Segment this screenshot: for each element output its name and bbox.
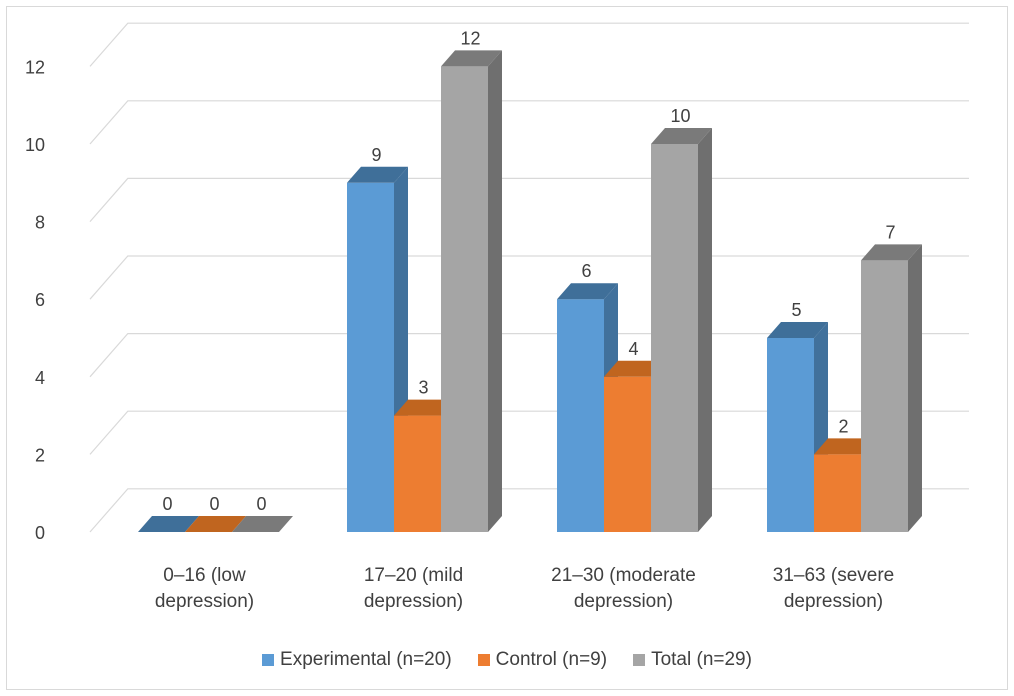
data-label: 6 bbox=[581, 261, 591, 281]
x-tick-label: depression) bbox=[574, 591, 673, 612]
data-label: 2 bbox=[838, 416, 848, 436]
x-tick-label: depression) bbox=[364, 591, 463, 612]
x-tick-label: depression) bbox=[784, 591, 883, 612]
legend-item-control: Control (n=9) bbox=[477, 649, 608, 671]
bar-top bbox=[347, 166, 408, 183]
data-label: 3 bbox=[418, 378, 428, 398]
bar: 7 bbox=[861, 222, 922, 532]
gridline bbox=[89, 100, 969, 145]
bar: 9 bbox=[347, 145, 408, 533]
data-label: 0 bbox=[256, 494, 266, 514]
bar-top bbox=[814, 438, 875, 455]
bar-front bbox=[814, 454, 861, 532]
bar: 0 bbox=[232, 494, 293, 532]
data-label: 0 bbox=[209, 494, 219, 514]
bar: 0 bbox=[138, 494, 199, 532]
x-tick-label: 17–20 (mild bbox=[364, 565, 463, 586]
bar-top bbox=[138, 516, 199, 532]
bar-side bbox=[698, 128, 712, 532]
gridline bbox=[89, 22, 969, 67]
y-tick-label: 10 bbox=[25, 135, 45, 155]
legend-swatch-control bbox=[477, 654, 490, 666]
bar-side bbox=[488, 50, 502, 533]
legend-label-experimental: Experimental (n=20) bbox=[280, 649, 452, 670]
bar-top bbox=[441, 50, 502, 67]
data-label: 9 bbox=[371, 145, 381, 165]
y-tick-label: 4 bbox=[35, 368, 45, 388]
y-tick-label: 2 bbox=[35, 445, 45, 465]
bar-front bbox=[347, 182, 394, 533]
legend: Experimental (n=20) Control (n=9) Total … bbox=[0, 648, 1014, 672]
y-tick-label: 8 bbox=[35, 213, 45, 233]
bar-top bbox=[232, 516, 293, 532]
legend-label-total: Total (n=29) bbox=[651, 649, 752, 670]
bar-side bbox=[908, 244, 922, 532]
y-axis: 0 2 4 6 8 10 12 bbox=[25, 57, 45, 543]
x-axis: 0–16 (low depression) 17–20 (mild depressio… bbox=[155, 565, 894, 612]
legend-label-control: Control (n=9) bbox=[495, 649, 608, 670]
bar-top bbox=[651, 128, 712, 144]
gridline bbox=[89, 333, 969, 378]
y-tick-label: 12 bbox=[25, 57, 45, 77]
bar-top bbox=[557, 283, 618, 300]
legend-swatch-total bbox=[633, 654, 646, 666]
bar-top bbox=[185, 516, 246, 532]
bar-front bbox=[394, 415, 441, 532]
x-tick-label: 0–16 (low bbox=[163, 565, 246, 586]
bar-top bbox=[767, 322, 828, 338]
bar-front bbox=[651, 144, 698, 532]
bar: 0 bbox=[185, 494, 246, 532]
data-label: 5 bbox=[791, 300, 801, 320]
bars: 0 0 0 9 3 12 6 4 10 5 2 7 bbox=[138, 28, 922, 533]
bar: 10 bbox=[651, 106, 712, 532]
bar-front bbox=[557, 299, 604, 532]
legend-swatch-experimental bbox=[262, 654, 275, 666]
data-label: 7 bbox=[885, 222, 895, 242]
data-label: 0 bbox=[162, 494, 172, 514]
bar: 12 bbox=[441, 28, 502, 533]
bar-top bbox=[861, 244, 922, 261]
y-tick-label: 6 bbox=[35, 290, 45, 310]
gridline bbox=[89, 177, 969, 222]
bar-front bbox=[861, 260, 908, 532]
bar-top bbox=[604, 360, 665, 377]
bar-top bbox=[394, 399, 455, 416]
data-label: 10 bbox=[670, 106, 690, 126]
bar: 6 bbox=[557, 261, 618, 532]
chart-frame bbox=[6, 6, 1008, 690]
x-tick-label: 21–30 (moderate bbox=[551, 565, 696, 586]
bar-front bbox=[604, 376, 651, 532]
x-tick-label: depression) bbox=[155, 591, 254, 612]
gridline bbox=[89, 255, 969, 300]
data-label: 12 bbox=[460, 28, 480, 48]
data-label: 4 bbox=[628, 339, 638, 359]
bar-front bbox=[767, 338, 814, 532]
x-tick-label: 31–63 (severe bbox=[773, 565, 894, 586]
legend-item-total: Total (n=29) bbox=[633, 649, 752, 671]
bar-front bbox=[441, 66, 488, 533]
y-tick-label: 0 bbox=[35, 523, 45, 543]
legend-item-experimental: Experimental (n=20) bbox=[262, 649, 452, 671]
